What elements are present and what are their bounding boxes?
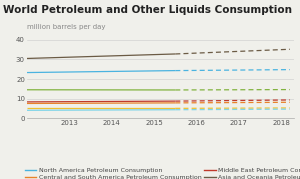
Legend: North America Petroleum Consumption, Central and South America Petroleum Consump: North America Petroleum Consumption, Cen… bbox=[25, 168, 300, 179]
Text: World Petroleum and Other Liquids Consumption: World Petroleum and Other Liquids Consum… bbox=[3, 5, 292, 15]
Text: million barrels per day: million barrels per day bbox=[27, 24, 106, 30]
